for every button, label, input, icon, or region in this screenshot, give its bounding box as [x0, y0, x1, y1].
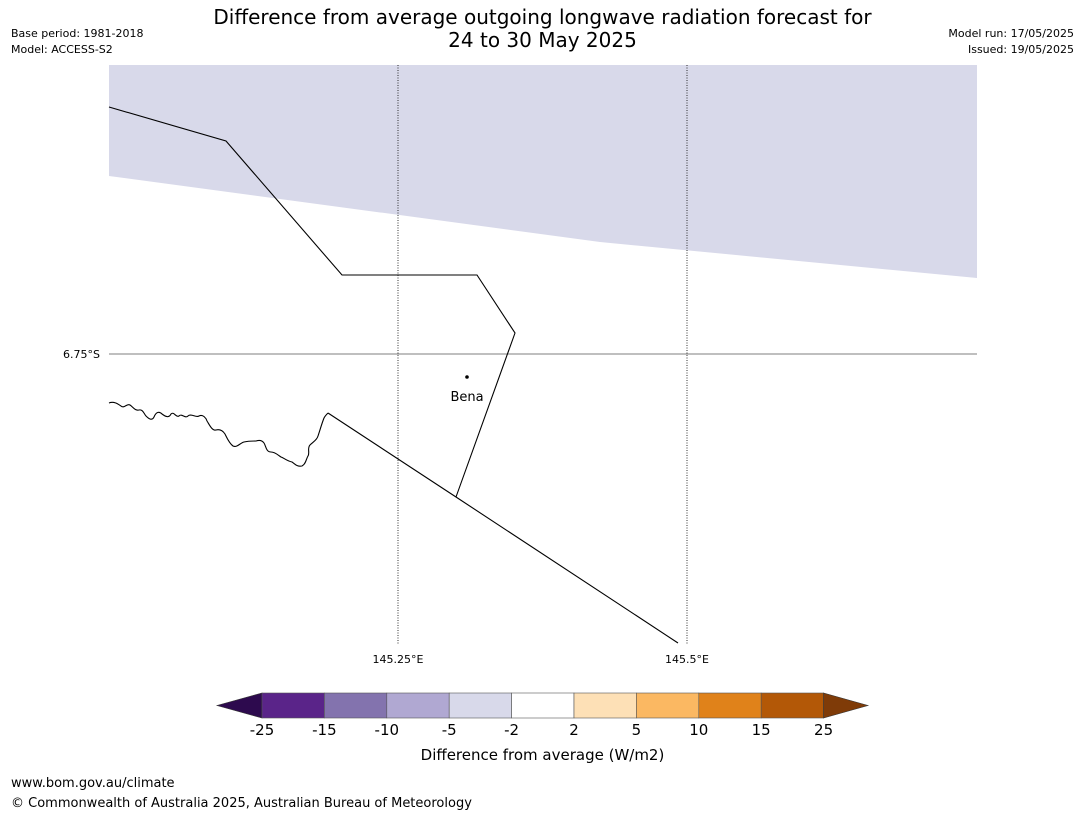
model-run-label: Model run: 17/05/2025 — [948, 27, 1074, 40]
place-label-bena: Bena — [450, 390, 483, 405]
colorbar-label: Difference from average (W/m2) — [420, 746, 665, 764]
colorbar-tick-label: 10 — [689, 721, 708, 739]
colorbar-tick-label: -10 — [375, 721, 400, 739]
colorbar-tick-label: 15 — [752, 721, 771, 739]
colorbar-under-arrow — [215, 692, 263, 719]
base-period-label: Base period: 1981-2018 — [11, 27, 144, 40]
colorbar-swatch — [698, 692, 762, 719]
colorbar-tick-label: -25 — [250, 721, 275, 739]
colorbar-tick-label: -5 — [442, 721, 457, 739]
title-line-2: 24 to 30 May 2025 — [448, 28, 637, 52]
map-title: Difference from average outgoing longwav… — [0, 6, 1085, 52]
colorbar-tick-label: -15 — [312, 721, 337, 739]
place-marker-bena — [465, 375, 469, 379]
anomaly-shading — [109, 65, 977, 278]
colorbar-over-arrow — [823, 692, 870, 719]
footer-copyright: © Commonwealth of Australia 2025, Austra… — [11, 796, 472, 811]
longitude-label-145-5: 145.5°E — [665, 653, 709, 666]
colorbar-swatch — [511, 692, 575, 719]
province-boundary-south — [327, 412, 679, 644]
issued-label: Issued: 19/05/2025 — [967, 43, 1074, 56]
longitude-label-145-25: 145.25°E — [373, 653, 424, 666]
latitude-label: 6.75°S — [63, 348, 100, 361]
colorbar: -25 -15 -10 -5 -2 2 5 10 15 25 — [215, 692, 870, 739]
colorbar-swatch — [261, 692, 325, 719]
province-boundary — [108, 106, 516, 498]
title-line-1: Difference from average outgoing longwav… — [213, 5, 872, 29]
colorbar-swatch — [448, 692, 512, 719]
colorbar-tick-label: 5 — [632, 721, 642, 739]
footer-url[interactable]: www.bom.gov.au/climate — [11, 776, 175, 791]
model-label: Model: ACCESS-S2 — [11, 43, 113, 56]
colorbar-swatch — [636, 692, 700, 719]
colorbar-tick-label: 25 — [814, 721, 833, 739]
colorbar-tick-label: 2 — [569, 721, 579, 739]
colorbar-swatch — [760, 692, 824, 719]
colorbar-swatch — [386, 692, 450, 719]
river-line — [108, 401, 329, 467]
colorbar-swatch — [573, 692, 637, 719]
colorbar-swatch — [324, 692, 388, 719]
colorbar-tick-label: -2 — [504, 721, 519, 739]
